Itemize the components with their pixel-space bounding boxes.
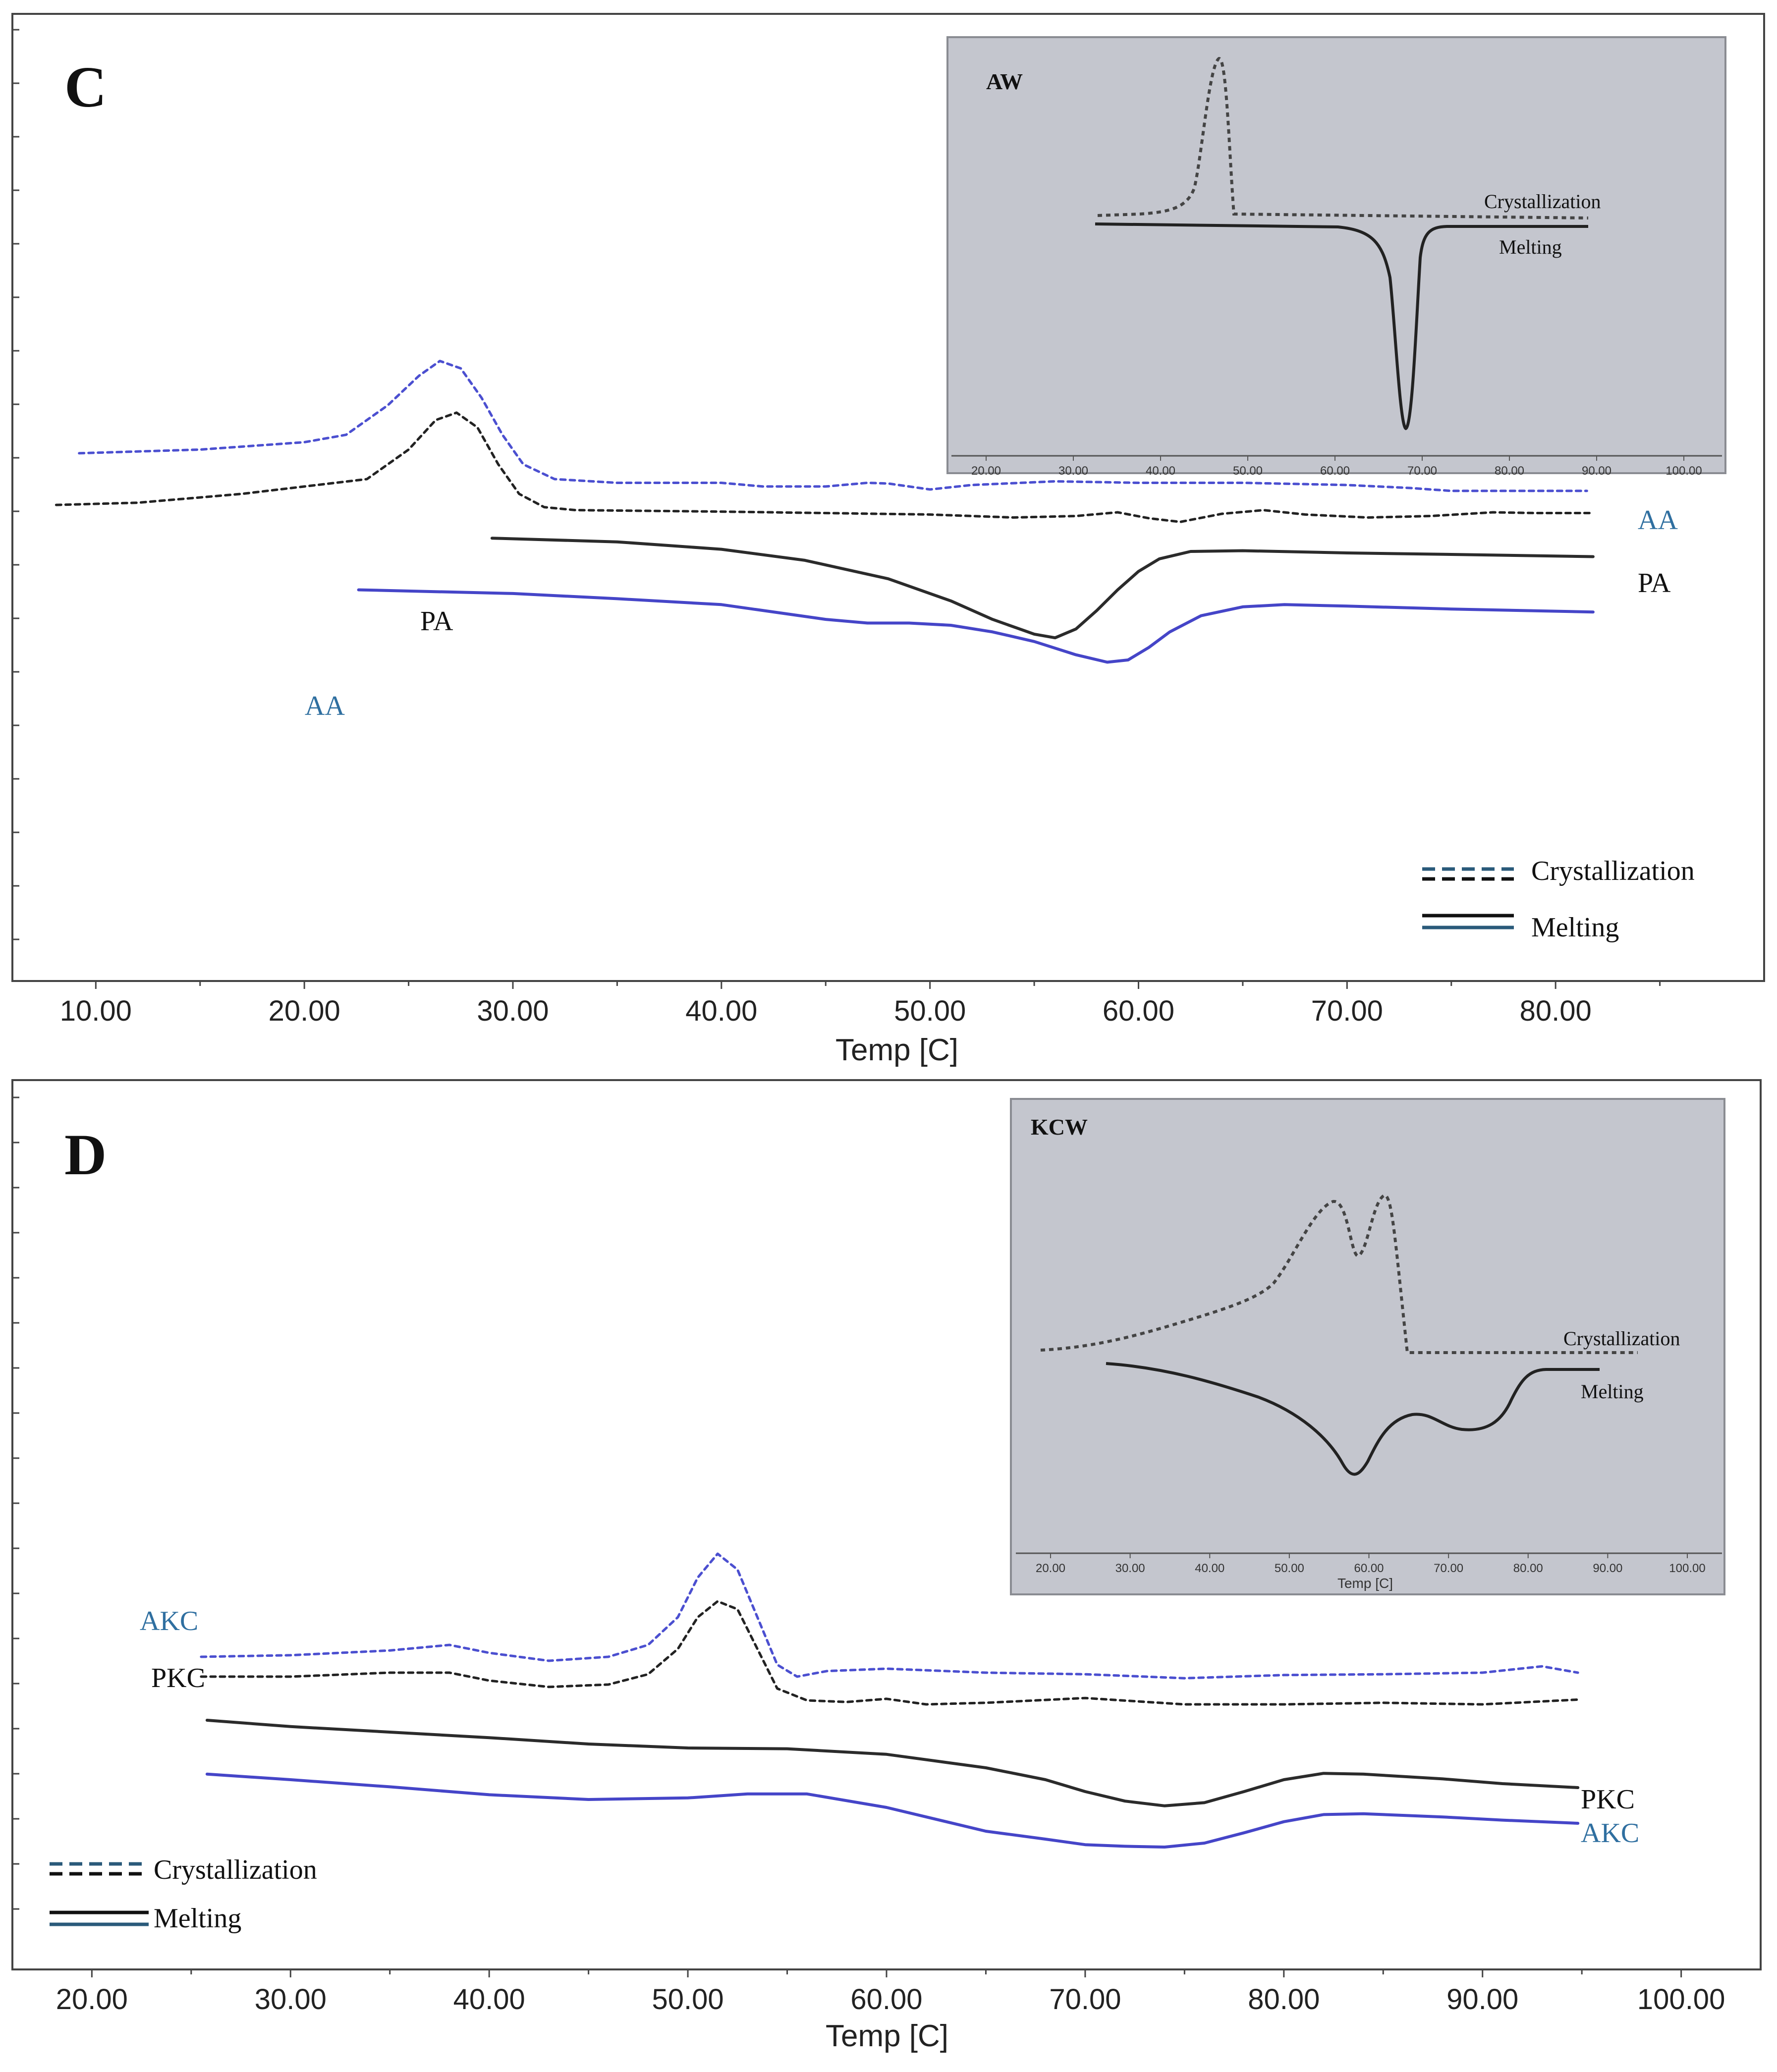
series-akc-melting	[205, 1772, 1580, 1849]
inset-aw: 20.00 30.00 40.00 50.00 60.00 70.00 80.00 90.00…	[946, 36, 1726, 478]
inset-kcw-background	[1010, 1098, 1725, 1595]
x-tick-label: 70.00	[1049, 1983, 1121, 2016]
inset-x-tick-label: 50.00	[1275, 1562, 1304, 1575]
series-aa-melting	[357, 588, 1595, 664]
inset-aw-crystallization-curve	[1097, 57, 1589, 219]
x-tick-label: 50.00	[652, 1983, 724, 2016]
x-tick-label: 30.00	[255, 1983, 327, 2016]
label-pa-melting: PA	[420, 606, 453, 637]
inset-aw-ticks: 20.00 30.00 40.00 50.00 60.00 70.00 80.00 90.00…	[971, 456, 1702, 478]
legend-d-crystallization: Crystallization	[154, 1854, 317, 1885]
label-aa-melting: AA	[305, 691, 345, 721]
series-pa-melting	[490, 537, 1595, 640]
x-tick-label: 80.00	[1248, 1983, 1320, 2016]
series-aa-crystallization	[78, 360, 1588, 492]
inset-kcw-crystallization-curve	[1040, 1193, 1638, 1354]
x-tick-label: 100.00	[1637, 1983, 1725, 2016]
inset-x-tick-label: 60.00	[1354, 1562, 1384, 1575]
panel-c-x-axis-label: Temp [C]	[835, 1033, 958, 1067]
panel-d-letter: D	[64, 1122, 107, 1187]
x-tick-label: 20.00	[269, 995, 340, 1027]
inset-kcw-crystallization-label: Crystallization	[1563, 1327, 1680, 1350]
inset-x-tick-label: 20.00	[1036, 1562, 1065, 1575]
series-pa-crystallization	[55, 411, 1595, 523]
panel-c-y-ticks	[12, 29, 19, 940]
x-tick-label: 40.00	[685, 995, 757, 1027]
series-pkc-crystallization	[200, 1600, 1579, 1706]
inset-x-tick-label: 20.00	[971, 464, 1001, 478]
inset-kcw-ticks: 20.00 30.00 40.00 50.00 60.00 70.00 80.00 90.00…	[1036, 1553, 1706, 1575]
inset-x-tick-label: 90.00	[1582, 464, 1611, 478]
x-tick-label: 50.00	[894, 995, 966, 1027]
panel-c: 10.00 20.00 30.00 40.00 50.00 60.00 70.00 80.00…	[11, 13, 1765, 1067]
panel-d-y-ticks	[12, 1096, 19, 1910]
inset-x-tick-label: 100.00	[1666, 464, 1702, 478]
label-akc-crystallization: AKC	[140, 1606, 198, 1636]
inset-x-tick-label: 50.00	[1233, 464, 1263, 478]
panel-c-legend: Crystallization Melting	[1422, 856, 1695, 943]
series-pkc-melting	[205, 1719, 1580, 1807]
panel-d-x-axis-label: Temp [C]	[826, 2019, 948, 2053]
inset-aw-melting-curve	[1095, 222, 1588, 431]
inset-kcw: 20.00 30.00 40.00 50.00 60.00 70.00 80.00 90.00…	[1010, 1098, 1725, 1595]
x-tick-label: 60.00	[850, 1983, 922, 2016]
label-pkc-melting: PKC	[1581, 1784, 1635, 1815]
inset-x-tick-label: 80.00	[1495, 464, 1524, 478]
legend-d-melting: Melting	[154, 1903, 241, 1934]
inset-x-tick-label: 40.00	[1195, 1562, 1224, 1575]
inset-aw-crystallization-label: Crystallization	[1484, 190, 1601, 213]
label-aa-crystallization: AA	[1638, 505, 1678, 536]
legend-melting: Melting	[1531, 912, 1619, 943]
inset-x-tick-label: 40.00	[1146, 464, 1175, 478]
inset-kcw-melting-label: Melting	[1581, 1380, 1644, 1403]
x-tick-label: 20.00	[56, 1983, 128, 2016]
x-tick-label: 70.00	[1311, 995, 1383, 1027]
inset-aw-background	[946, 36, 1726, 474]
panel-d: 20.00 30.00 40.00 50.00 60.00 70.00 80.00 90.00…	[11, 1079, 1762, 2053]
label-pa-crystallization: PA	[1638, 568, 1671, 599]
inset-x-tick-label: 30.00	[1058, 464, 1088, 478]
series-akc-crystallization	[200, 1552, 1579, 1680]
legend-crystallization: Crystallization	[1531, 856, 1695, 886]
x-tick-label: 90.00	[1446, 1983, 1518, 2016]
inset-x-tick-label: 80.00	[1513, 1562, 1543, 1575]
inset-kcw-title: KCW	[1031, 1114, 1088, 1140]
x-tick-label: 10.00	[60, 995, 132, 1027]
x-tick-label: 80.00	[1520, 995, 1592, 1027]
panel-c-series	[55, 360, 1595, 664]
panel-d-series	[200, 1552, 1580, 1849]
label-akc-melting: AKC	[1581, 1818, 1639, 1849]
inset-x-tick-label: 70.00	[1407, 464, 1437, 478]
x-tick-label: 40.00	[453, 1983, 525, 2016]
panel-c-letter: C	[64, 55, 107, 119]
inset-x-tick-label: 100.00	[1669, 1562, 1705, 1575]
panel-d-legend: Crystallization Melting	[50, 1854, 317, 1934]
panel-d-x-ticks: 20.00 30.00 40.00 50.00 60.00 70.00 80.00 90.00…	[56, 1969, 1725, 2016]
x-tick-label: 60.00	[1103, 995, 1174, 1027]
inset-aw-melting-label: Melting	[1499, 236, 1562, 258]
inset-x-tick-label: 90.00	[1593, 1562, 1622, 1575]
inset-x-tick-label: 30.00	[1115, 1562, 1145, 1575]
inset-kcw-x-label: Temp [C]	[1337, 1576, 1393, 1591]
inset-aw-title: AW	[986, 69, 1023, 94]
inset-x-tick-label: 70.00	[1434, 1562, 1463, 1575]
inset-kcw-melting-curve	[1106, 1362, 1600, 1476]
inset-x-tick-label: 60.00	[1320, 464, 1350, 478]
x-tick-label: 30.00	[477, 995, 549, 1027]
panel-c-x-ticks: 10.00 20.00 30.00 40.00 50.00 60.00 70.00 80.00	[60, 981, 1661, 1027]
label-pkc-crystallization: PKC	[151, 1663, 205, 1693]
